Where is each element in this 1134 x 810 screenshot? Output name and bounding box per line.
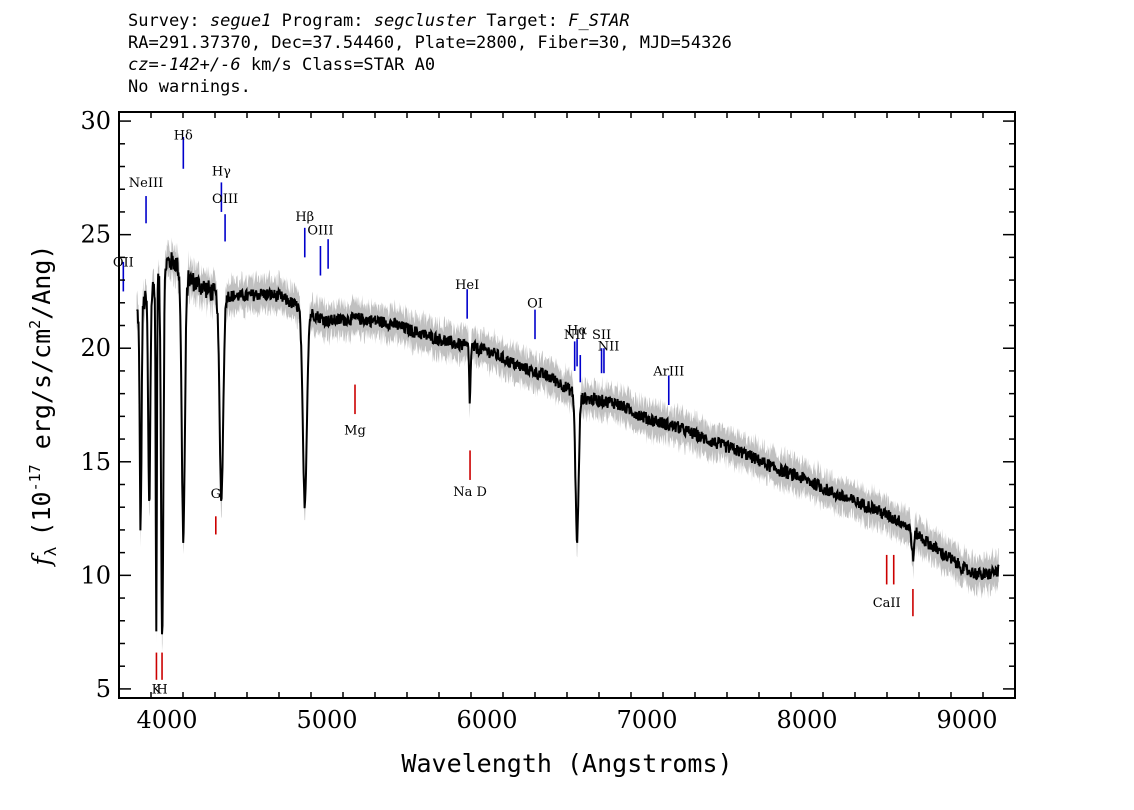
x-axis: 4000 5000 6000 7000 8000 9000: [118, 112, 1016, 734]
y-tick-label: 25: [80, 221, 111, 249]
header-line-1: Survey: segue1 Program: segcluster Targe…: [128, 10, 732, 32]
y-tick-label: 15: [80, 448, 111, 476]
marker-label-3: Hγ: [212, 165, 231, 180]
marker-label-10: NII: [564, 328, 586, 343]
marker-label-2: Hδ: [174, 128, 193, 143]
y-axis-title-part: /Ang): [27, 245, 56, 320]
y-axis-title-part: f: [27, 552, 56, 567]
y-axis: 5 10 15 20 25 30: [80, 107, 1015, 703]
survey-label: Survey:: [128, 11, 200, 31]
marker-label-8: HeI: [455, 278, 479, 293]
y-axis-title-part: -17: [26, 464, 44, 491]
marker-label-13: SII: [592, 328, 611, 343]
x-tick-label: 9000: [936, 706, 997, 734]
marker-label-5: Hβ: [295, 210, 314, 225]
cz-label: cz=: [128, 55, 159, 75]
y-tick-label: 20: [80, 334, 111, 362]
header-line-3: cz=-142+/-6 km/s Class=STAR A0: [128, 54, 732, 76]
marker-label-16: ArIII: [652, 364, 684, 379]
y-tick-label: 5: [96, 675, 111, 703]
marker-label-15: NII: [598, 339, 620, 354]
x-tick-label: 6000: [456, 706, 517, 734]
marker-label-9: OI: [527, 296, 543, 311]
program-label: Program:: [281, 11, 364, 31]
class-text: km/s Class=STAR A0: [240, 55, 436, 75]
header-line-4: No warnings.: [128, 77, 251, 97]
y-axis-title-part: (10: [27, 491, 56, 536]
marker-label-19: G: [211, 487, 221, 502]
y-axis-title-part: erg/s/cm: [27, 329, 56, 464]
spectrum-header: Survey: segue1 Program: segcluster Targe…: [128, 10, 732, 98]
marker-label-4: OIII: [212, 192, 238, 207]
y-axis-title: fλ (10-17 erg/s/cm2/Ang): [26, 245, 60, 568]
target-label: Target:: [486, 11, 558, 31]
marker-label-6: OIII: [307, 224, 333, 239]
cz-value: -142+/-6: [158, 55, 241, 75]
y-axis-title-part: 2: [26, 320, 44, 329]
x-tick-label: 4000: [136, 706, 197, 734]
x-tick-label: 8000: [776, 706, 837, 734]
marker-label-20: Mg: [344, 424, 366, 439]
flux-series: [136, 252, 1000, 635]
y-axis-title-part: λ: [41, 546, 60, 556]
y-tick-label: 10: [80, 561, 111, 589]
marker-label-18: H: [156, 682, 167, 697]
marker-label-1: NeIII: [129, 176, 163, 191]
header-line-2: RA=291.37370, Dec=37.54460, Plate=2800, …: [128, 33, 732, 53]
survey-value: segue1: [209, 11, 272, 31]
marker-label-22: CaII: [873, 596, 901, 611]
y-tick-label: 30: [80, 107, 111, 135]
x-axis-title: Wavelength (Angstroms): [401, 749, 732, 778]
flux-line: [136, 252, 1000, 635]
marker-label-21: Na D: [453, 485, 487, 500]
program-value: segcluster: [373, 11, 477, 31]
x-tick-label: 5000: [296, 706, 357, 734]
marker-label-17: K: [152, 682, 162, 697]
marker-label-11: Hα: [567, 324, 587, 339]
target-value: F_STAR: [568, 11, 630, 31]
x-tick-label: 7000: [616, 706, 677, 734]
